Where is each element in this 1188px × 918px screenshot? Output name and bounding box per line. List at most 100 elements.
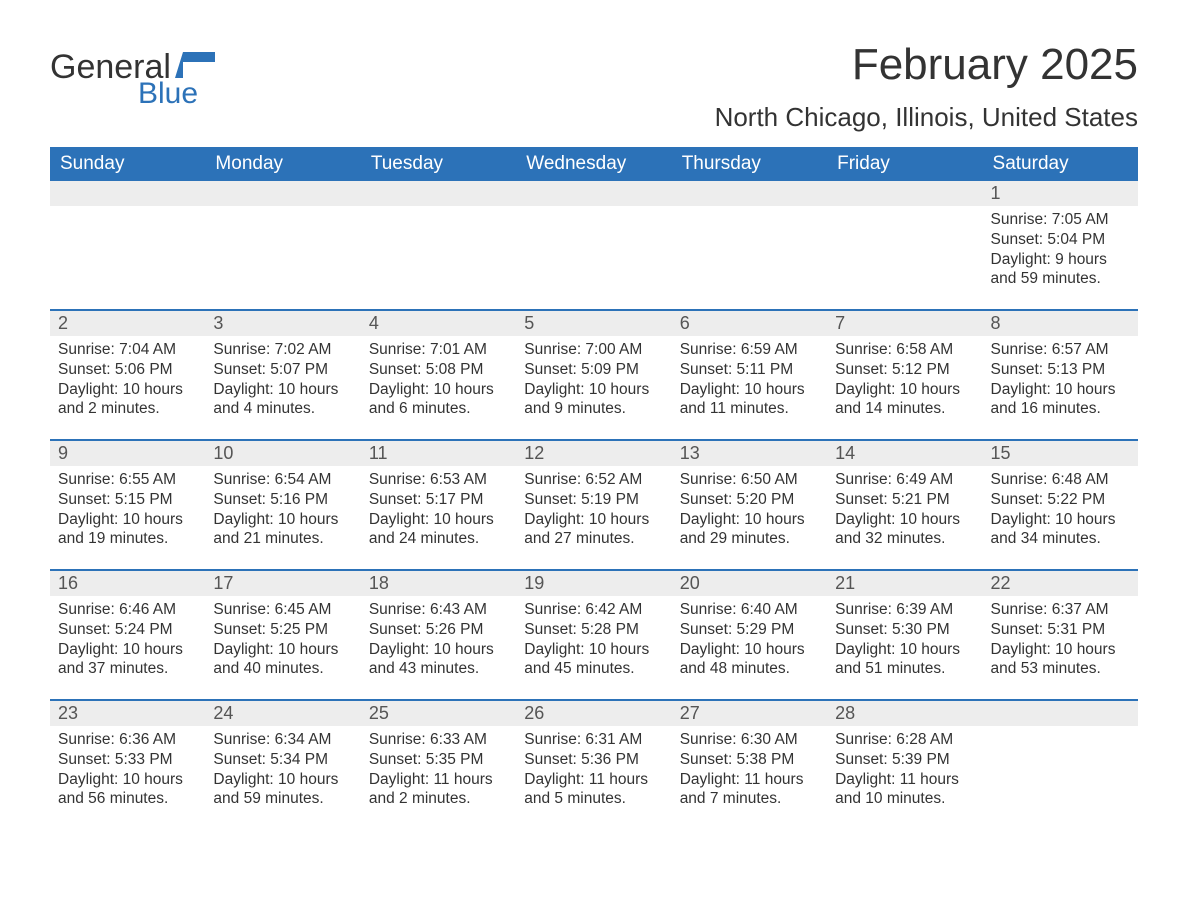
day-number: 23	[50, 701, 205, 726]
day-number: 26	[516, 701, 671, 726]
day-details: Sunrise: 6:39 AMSunset: 5:30 PMDaylight:…	[827, 596, 982, 689]
day-details: Sunrise: 6:33 AMSunset: 5:35 PMDaylight:…	[361, 726, 516, 819]
calendar-day	[361, 181, 516, 309]
calendar-day	[983, 701, 1138, 829]
day-number: 12	[516, 441, 671, 466]
calendar-day: 27Sunrise: 6:30 AMSunset: 5:38 PMDayligh…	[672, 701, 827, 829]
calendar-week: 2Sunrise: 7:04 AMSunset: 5:06 PMDaylight…	[50, 309, 1138, 439]
day-details: Sunrise: 7:05 AMSunset: 5:04 PMDaylight:…	[983, 206, 1138, 299]
day-details: Sunrise: 6:58 AMSunset: 5:12 PMDaylight:…	[827, 336, 982, 429]
day-number: 25	[361, 701, 516, 726]
calendar-day: 6Sunrise: 6:59 AMSunset: 5:11 PMDaylight…	[672, 311, 827, 439]
calendar-week: 9Sunrise: 6:55 AMSunset: 5:15 PMDaylight…	[50, 439, 1138, 569]
day-details: Sunrise: 6:37 AMSunset: 5:31 PMDaylight:…	[983, 596, 1138, 689]
day-details: Sunrise: 6:57 AMSunset: 5:13 PMDaylight:…	[983, 336, 1138, 429]
calendar-day: 16Sunrise: 6:46 AMSunset: 5:24 PMDayligh…	[50, 571, 205, 699]
location: North Chicago, Illinois, United States	[715, 102, 1138, 133]
day-details: Sunrise: 6:42 AMSunset: 5:28 PMDaylight:…	[516, 596, 671, 689]
day-details	[516, 206, 671, 220]
calendar-day: 3Sunrise: 7:02 AMSunset: 5:07 PMDaylight…	[205, 311, 360, 439]
calendar-day: 19Sunrise: 6:42 AMSunset: 5:28 PMDayligh…	[516, 571, 671, 699]
calendar-day: 11Sunrise: 6:53 AMSunset: 5:17 PMDayligh…	[361, 441, 516, 569]
day-number	[672, 181, 827, 206]
calendar-body: 1Sunrise: 7:05 AMSunset: 5:04 PMDaylight…	[50, 181, 1138, 829]
day-details: Sunrise: 6:48 AMSunset: 5:22 PMDaylight:…	[983, 466, 1138, 559]
calendar-day: 7Sunrise: 6:58 AMSunset: 5:12 PMDaylight…	[827, 311, 982, 439]
weekday-header: Monday	[205, 147, 360, 181]
day-number	[50, 181, 205, 206]
calendar-day: 17Sunrise: 6:45 AMSunset: 5:25 PMDayligh…	[205, 571, 360, 699]
day-number: 10	[205, 441, 360, 466]
day-number: 17	[205, 571, 360, 596]
calendar-day: 14Sunrise: 6:49 AMSunset: 5:21 PMDayligh…	[827, 441, 982, 569]
day-details: Sunrise: 6:59 AMSunset: 5:11 PMDaylight:…	[672, 336, 827, 429]
title-block: February 2025 North Chicago, Illinois, U…	[715, 40, 1138, 133]
day-number: 20	[672, 571, 827, 596]
calendar-day: 18Sunrise: 6:43 AMSunset: 5:26 PMDayligh…	[361, 571, 516, 699]
day-number: 2	[50, 311, 205, 336]
day-details: Sunrise: 6:46 AMSunset: 5:24 PMDaylight:…	[50, 596, 205, 689]
calendar-day: 10Sunrise: 6:54 AMSunset: 5:16 PMDayligh…	[205, 441, 360, 569]
brand-word2: Blue	[138, 77, 215, 111]
month-title: February 2025	[715, 40, 1138, 90]
day-details: Sunrise: 6:40 AMSunset: 5:29 PMDaylight:…	[672, 596, 827, 689]
day-number: 9	[50, 441, 205, 466]
day-number: 16	[50, 571, 205, 596]
calendar-week: 1Sunrise: 7:05 AMSunset: 5:04 PMDaylight…	[50, 181, 1138, 309]
day-details: Sunrise: 6:55 AMSunset: 5:15 PMDaylight:…	[50, 466, 205, 559]
day-details: Sunrise: 6:45 AMSunset: 5:25 PMDaylight:…	[205, 596, 360, 689]
weekday-header-row: SundayMondayTuesdayWednesdayThursdayFrid…	[50, 147, 1138, 181]
day-number: 22	[983, 571, 1138, 596]
day-details: Sunrise: 7:02 AMSunset: 5:07 PMDaylight:…	[205, 336, 360, 429]
day-details: Sunrise: 7:04 AMSunset: 5:06 PMDaylight:…	[50, 336, 205, 429]
day-number: 3	[205, 311, 360, 336]
day-number: 7	[827, 311, 982, 336]
calendar-day: 28Sunrise: 6:28 AMSunset: 5:39 PMDayligh…	[827, 701, 982, 829]
calendar-week: 16Sunrise: 6:46 AMSunset: 5:24 PMDayligh…	[50, 569, 1138, 699]
day-details: Sunrise: 7:01 AMSunset: 5:08 PMDaylight:…	[361, 336, 516, 429]
weekday-header: Wednesday	[516, 147, 671, 181]
day-details: Sunrise: 6:52 AMSunset: 5:19 PMDaylight:…	[516, 466, 671, 559]
calendar-day: 23Sunrise: 6:36 AMSunset: 5:33 PMDayligh…	[50, 701, 205, 829]
day-details: Sunrise: 6:54 AMSunset: 5:16 PMDaylight:…	[205, 466, 360, 559]
calendar-day: 26Sunrise: 6:31 AMSunset: 5:36 PMDayligh…	[516, 701, 671, 829]
weekday-header: Thursday	[672, 147, 827, 181]
day-number	[516, 181, 671, 206]
day-details: Sunrise: 7:00 AMSunset: 5:09 PMDaylight:…	[516, 336, 671, 429]
day-details: Sunrise: 6:50 AMSunset: 5:20 PMDaylight:…	[672, 466, 827, 559]
weekday-header: Tuesday	[361, 147, 516, 181]
day-details: Sunrise: 6:34 AMSunset: 5:34 PMDaylight:…	[205, 726, 360, 819]
weekday-header: Saturday	[983, 147, 1138, 181]
day-number: 13	[672, 441, 827, 466]
calendar-week: 23Sunrise: 6:36 AMSunset: 5:33 PMDayligh…	[50, 699, 1138, 829]
day-number: 28	[827, 701, 982, 726]
calendar-day: 8Sunrise: 6:57 AMSunset: 5:13 PMDaylight…	[983, 311, 1138, 439]
day-number: 6	[672, 311, 827, 336]
calendar-day: 20Sunrise: 6:40 AMSunset: 5:29 PMDayligh…	[672, 571, 827, 699]
day-number: 21	[827, 571, 982, 596]
day-details	[361, 206, 516, 220]
day-details	[672, 206, 827, 220]
day-details: Sunrise: 6:30 AMSunset: 5:38 PMDaylight:…	[672, 726, 827, 819]
calendar-day: 25Sunrise: 6:33 AMSunset: 5:35 PMDayligh…	[361, 701, 516, 829]
calendar-day: 12Sunrise: 6:52 AMSunset: 5:19 PMDayligh…	[516, 441, 671, 569]
day-number: 24	[205, 701, 360, 726]
calendar-day	[516, 181, 671, 309]
header: General Blue February 2025 North Chicago…	[50, 40, 1138, 133]
day-number: 15	[983, 441, 1138, 466]
calendar-day	[50, 181, 205, 309]
day-details: Sunrise: 6:49 AMSunset: 5:21 PMDaylight:…	[827, 466, 982, 559]
day-details: Sunrise: 6:53 AMSunset: 5:17 PMDaylight:…	[361, 466, 516, 559]
calendar-day: 15Sunrise: 6:48 AMSunset: 5:22 PMDayligh…	[983, 441, 1138, 569]
weekday-header: Friday	[827, 147, 982, 181]
day-details	[827, 206, 982, 220]
day-number: 18	[361, 571, 516, 596]
day-details	[205, 206, 360, 220]
day-number: 27	[672, 701, 827, 726]
calendar-day: 13Sunrise: 6:50 AMSunset: 5:20 PMDayligh…	[672, 441, 827, 569]
day-details: Sunrise: 6:28 AMSunset: 5:39 PMDaylight:…	[827, 726, 982, 819]
day-number	[205, 181, 360, 206]
calendar-day: 9Sunrise: 6:55 AMSunset: 5:15 PMDaylight…	[50, 441, 205, 569]
brand-logo: General Blue	[50, 40, 215, 111]
day-number: 8	[983, 311, 1138, 336]
